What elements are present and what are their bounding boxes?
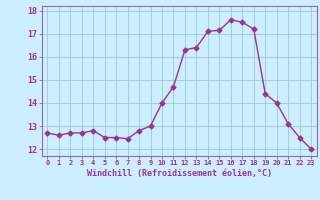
X-axis label: Windchill (Refroidissement éolien,°C): Windchill (Refroidissement éolien,°C): [87, 169, 272, 178]
